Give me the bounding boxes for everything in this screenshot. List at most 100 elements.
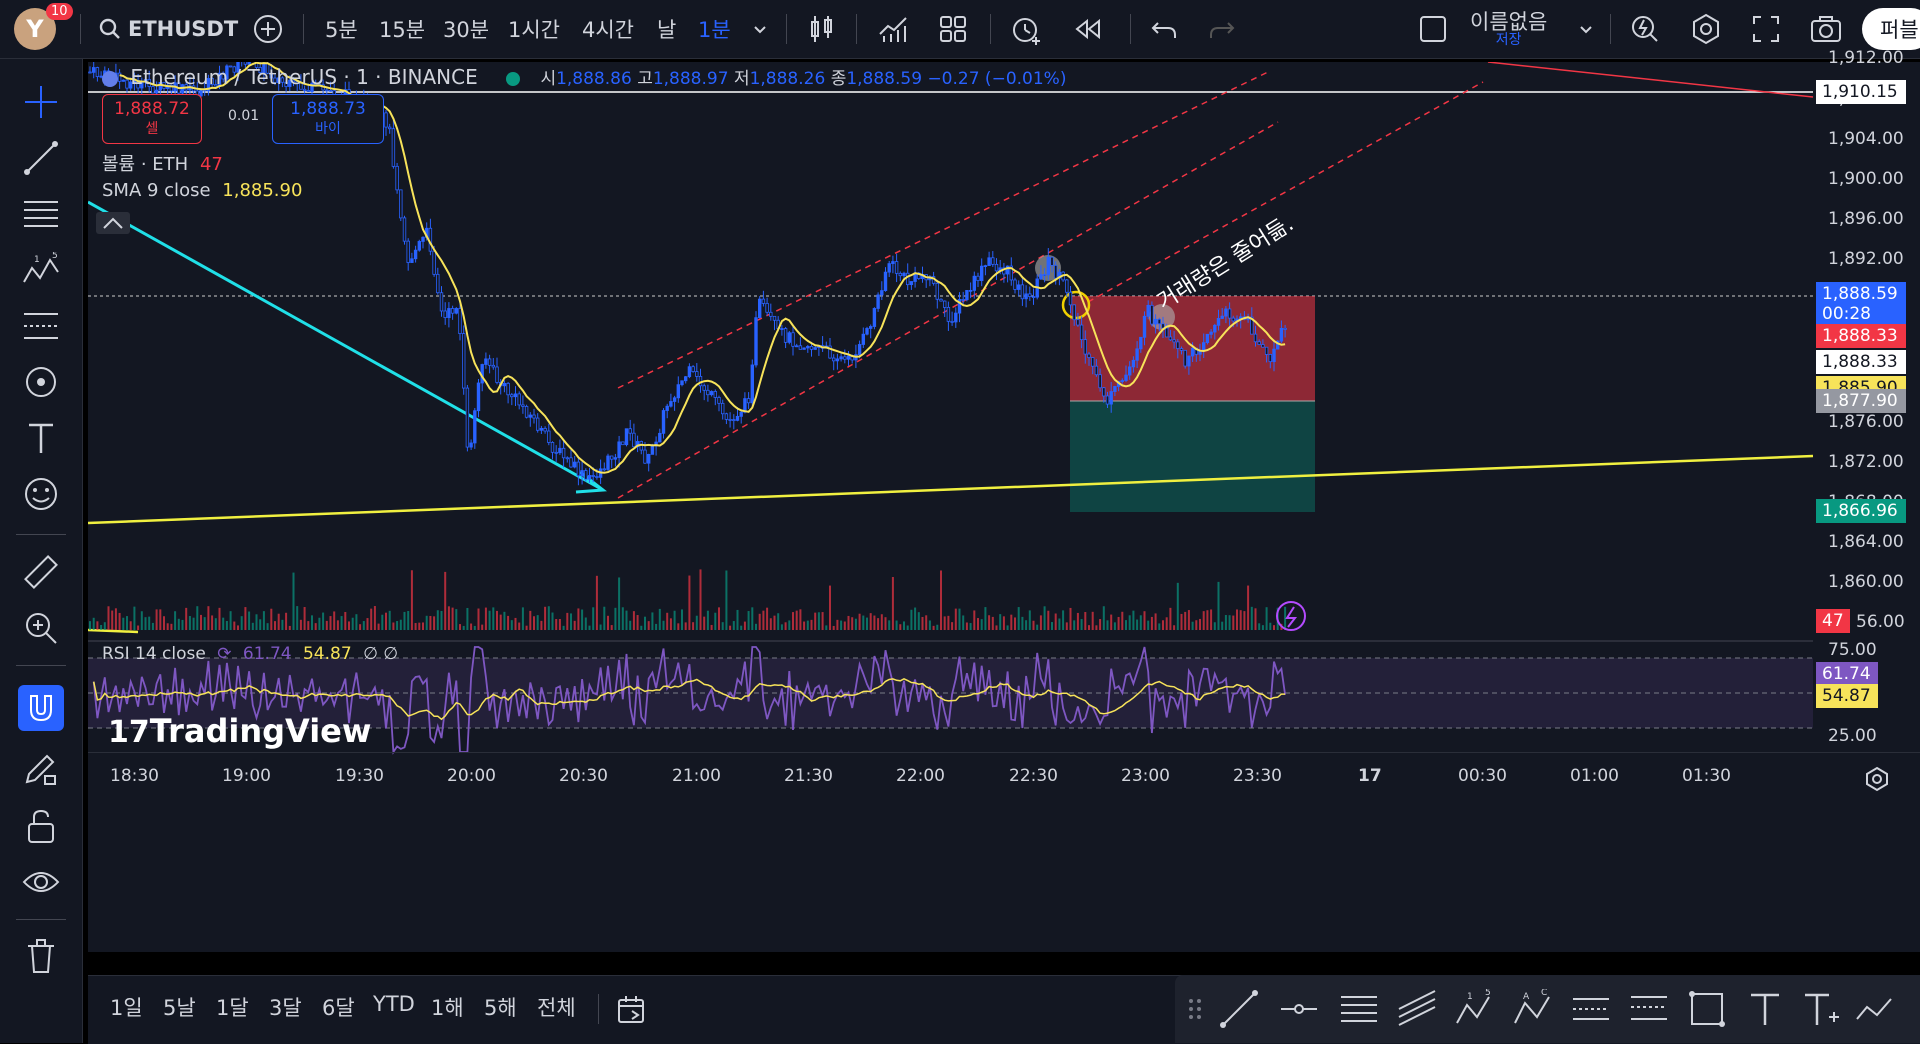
layouts-button[interactable] — [938, 0, 968, 58]
symbol-search-button[interactable]: ETHUSDT — [98, 0, 238, 58]
rsi-legend[interactable]: RSI 14 close ⟳ 61.74 54.87 ∅ ∅ — [102, 644, 398, 664]
emoji-tool[interactable] — [20, 473, 62, 515]
redo-button[interactable] — [1208, 0, 1236, 58]
price-chart-canvas[interactable]: 거래량은 줄어듦. — [88, 62, 1920, 952]
cyan-arrowhead — [575, 470, 607, 494]
select-all-checkbox[interactable] — [1418, 0, 1448, 58]
zoom-tool[interactable] — [20, 607, 62, 649]
volume-bar — [595, 575, 598, 630]
forecast-icon[interactable] — [1629, 989, 1669, 1029]
fib-retracement-icon[interactable] — [1339, 989, 1379, 1029]
brush-tool[interactable] — [20, 361, 62, 403]
candle-body — [310, 82, 314, 92]
volume-legend[interactable]: 볼륨 · ETH 47 — [102, 150, 223, 176]
trendline-tool[interactable] — [20, 137, 62, 179]
flash-icon[interactable] — [1276, 601, 1306, 631]
fib-channel-icon[interactable] — [1397, 989, 1437, 1029]
range-ytd[interactable]: YTD — [373, 992, 415, 1016]
interval-4h[interactable]: 4시간 — [582, 18, 635, 42]
volume-bar — [129, 621, 132, 630]
range-1d[interactable]: 1일 — [110, 996, 143, 1020]
support-line[interactable] — [88, 454, 1814, 525]
interval-5m[interactable]: 5분 — [325, 18, 358, 42]
volume-bar — [891, 577, 894, 630]
lock-tool[interactable] — [20, 805, 62, 847]
range-all[interactable]: 전체 — [537, 996, 576, 1020]
parallel-channel-icon[interactable] — [1571, 989, 1611, 1029]
red-trendline[interactable] — [1487, 62, 1814, 98]
range-5d[interactable]: 5날 — [163, 996, 196, 1020]
volume-bar — [255, 614, 258, 630]
publish-button[interactable]: 퍼블 — [1862, 8, 1920, 50]
interval-dropdown[interactable] — [752, 0, 768, 58]
horizontal-lines-icon — [24, 201, 58, 227]
buy-button[interactable]: 1,888.73 바이 — [272, 94, 384, 144]
text-icon[interactable] — [1745, 989, 1785, 1029]
sma-legend[interactable]: SMA 9 close 1,885.90 — [102, 180, 302, 201]
range-1m[interactable]: 1달 — [216, 996, 249, 1020]
settings-button[interactable] — [1690, 0, 1722, 58]
symbol-legend[interactable]: Ethereum / TetherUS · 1 · BINANCE 시1,888… — [102, 64, 1066, 89]
volume-bar — [1258, 623, 1261, 630]
fib-tool[interactable] — [20, 193, 62, 235]
drag-handle-icon[interactable] — [1185, 989, 1205, 1029]
crosshair-tool[interactable] — [20, 81, 62, 123]
volume-bar — [1243, 611, 1246, 630]
trendline-icon[interactable] — [1219, 989, 1259, 1029]
interval-30m[interactable]: 30분 — [443, 18, 490, 42]
chart-type-button[interactable] — [808, 0, 836, 58]
horizontal-ray-icon[interactable] — [1279, 989, 1319, 1029]
text-tool[interactable] — [20, 417, 62, 459]
candle-body — [436, 273, 440, 294]
range-5y[interactable]: 5해 — [484, 996, 517, 1020]
interval-1m[interactable]: 1분 — [698, 18, 731, 42]
path-icon[interactable] — [1855, 989, 1895, 1029]
target-zone[interactable] — [1070, 401, 1315, 512]
hide-tool[interactable] — [20, 861, 62, 903]
layout-name-button[interactable]: 이름없음 저장 — [1470, 0, 1547, 58]
candle-body — [1079, 324, 1084, 341]
volume-bar — [385, 612, 387, 630]
layout-dropdown[interactable] — [1578, 0, 1594, 58]
volume-bar — [969, 623, 972, 630]
screenshot-button[interactable] — [1810, 0, 1842, 58]
axis-settings-icon[interactable] — [1864, 766, 1890, 792]
prediction-tool[interactable] — [20, 305, 62, 347]
drawing-mode-tool[interactable] — [20, 749, 62, 791]
interval-15m[interactable]: 15분 — [379, 18, 426, 42]
volume-bar — [414, 623, 417, 630]
candle-body — [1261, 344, 1265, 348]
chart-area[interactable]: 거래량은 줄어듦. Ethereum / TetherUS · 1 · BINA… — [88, 48, 1920, 952]
rsi-value: 61.74 — [242, 644, 292, 664]
delete-tool[interactable] — [20, 935, 62, 977]
interval-day[interactable]: 날 — [657, 18, 677, 42]
volume-bar — [758, 613, 761, 630]
range-3m[interactable]: 3달 — [269, 996, 302, 1020]
replay-button[interactable] — [1073, 0, 1103, 58]
fullscreen-button[interactable] — [1752, 0, 1780, 58]
interval-1h[interactable]: 1시간 — [508, 18, 561, 42]
goto-date-icon[interactable] — [616, 994, 648, 1026]
channel-extension[interactable] — [1087, 81, 1484, 303]
measure-tool[interactable] — [20, 551, 62, 593]
range-1y[interactable]: 1해 — [431, 996, 464, 1020]
indicators-button[interactable] — [878, 0, 910, 58]
magnet-tool[interactable] — [18, 685, 64, 731]
sell-button[interactable]: 1,888.72 셀 — [102, 94, 202, 144]
cyan-arrow[interactable] — [88, 200, 604, 492]
undo-button[interactable] — [1150, 0, 1178, 58]
alert-button[interactable] — [1010, 0, 1042, 58]
volume-bar — [858, 613, 861, 630]
collapse-button[interactable] — [96, 212, 130, 234]
quick-search-button[interactable] — [1630, 0, 1660, 58]
compare-button[interactable] — [252, 0, 284, 58]
volume-bar — [943, 616, 946, 630]
volume-bar — [695, 615, 698, 630]
range-6m[interactable]: 6달 — [322, 996, 355, 1020]
rectangle-icon[interactable] — [1687, 989, 1727, 1029]
yellow-marker[interactable] — [1061, 290, 1091, 320]
anchored-text-icon[interactable] — [1801, 989, 1841, 1029]
